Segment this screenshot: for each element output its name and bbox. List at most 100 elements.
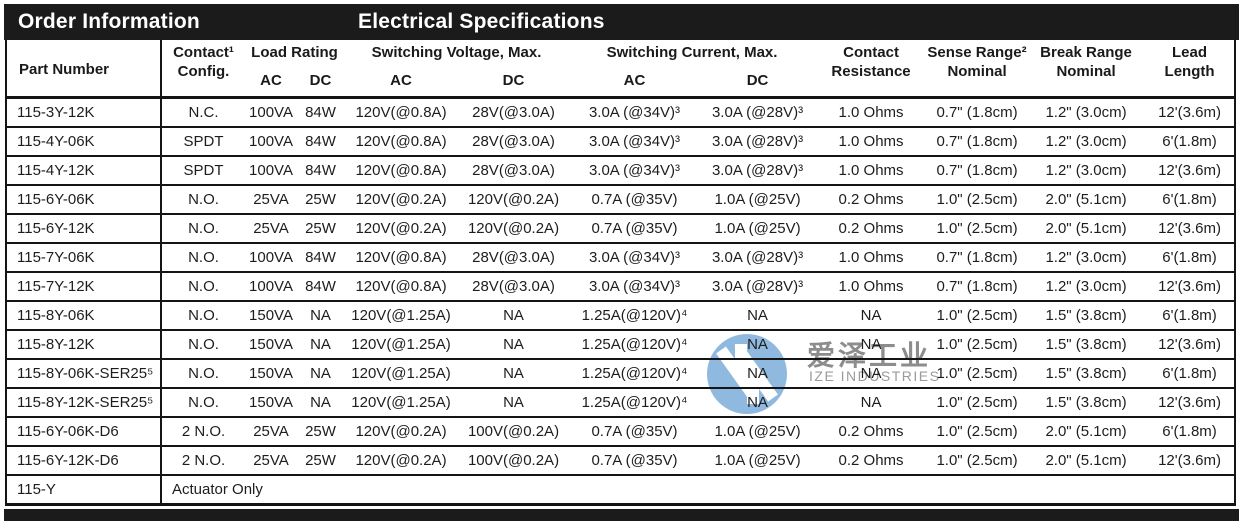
spec-cell: 0.7" (1.8cm) [927,272,1028,302]
table-row: 115-6Y-06K N.O. 25VA 25W 120V(@0.2A) 120V(@0.… [6,185,1236,215]
spec-cell: 100VA [245,156,297,186]
spec-cell: 3.0A (@28V)³ [700,97,816,128]
spec-cell: 1.0" (2.5cm) [927,446,1028,476]
spec-cell: 1.25A(@120V)⁴ [569,330,701,360]
spec-cell: 3.0A (@34V)³ [569,272,701,302]
spec-cell: 84W [297,156,345,186]
spec-cell: 2.0" (5.1cm) [1027,214,1146,244]
lead-header-line1: Lead [1172,44,1208,61]
part-number-cell: 115-8Y-12K-SER25⁵ [6,388,161,418]
part-number-cell: 115-8Y-06K-SER25⁵ [6,359,161,389]
spec-cell: N.O. [160,388,245,418]
spec-cell: NA [700,330,816,360]
column-header-load-dc: DC [309,72,332,89]
contact-header-line1: Contact¹ [173,44,234,61]
spec-cell: 0.2 Ohms [815,214,928,244]
part-number-cell: 115-8Y-12K [6,330,161,360]
spec-cell: 6'(1.8m) [1145,127,1236,157]
spec-cell: 0.7A (@35V) [569,446,701,476]
spec-cell: 12'(3.6m) [1145,330,1236,360]
column-header-si-dc: DC [746,72,769,89]
spec-cell: N.O. [160,359,245,389]
spec-cell: 1.0" (2.5cm) [927,214,1028,244]
spec-cell: 120V(@0.8A) [344,243,459,273]
spec-cell: 120V(@0.8A) [344,97,459,128]
part-number-cell: 115-4Y-12K [6,156,161,186]
table-row: 115-8Y-06K N.O. 150VA NA 120V(@1.25A) NA 1.25A… [6,301,1236,331]
spec-cell: 1.0 Ohms [815,127,928,157]
spec-cell: 1.0A (@25V) [700,417,816,447]
spec-cell: 0.7A (@35V) [569,214,701,244]
spec-cell: 28V(@3.0A) [458,97,570,128]
spec-table-wrap: Part Number Contact¹ Config. Load Rating … [5,40,1237,506]
spec-cell: 1.0" (2.5cm) [927,359,1028,389]
spec-table-body: 115-3Y-12K N.C. 100VA 84W 120V(@0.8A) 28V(@3.… [6,97,1236,506]
spec-cell: NA [700,301,816,331]
spec-cell: 1.0 Ohms [815,272,928,302]
spec-cell: 12'(3.6m) [1145,156,1236,186]
spec-cell: 6'(1.8m) [1145,185,1236,215]
break-header-line1: Break Range [1040,44,1132,61]
spec-cell: 6'(1.8m) [1145,359,1236,389]
spec-cell: 25VA [245,214,297,244]
spec-cell: 1.2" (3.0cm) [1027,243,1146,273]
table-row-actuator: 115-Y Actuator Only [6,475,1236,506]
spec-cell: 150VA [245,330,297,360]
table-row: 115-6Y-12K N.O. 25VA 25W 120V(@0.2A) 120V(@0.… [6,214,1236,244]
spec-cell: 100VA [245,127,297,157]
spec-cell: 25W [297,417,345,447]
spec-cell: 1.0" (2.5cm) [927,417,1028,447]
header-row-groups: Part Number Contact¹ Config. Load Rating … [6,40,1235,98]
spec-cell: 1.5" (3.8cm) [1027,301,1146,331]
column-header-break-range: Break Range Nominal [1027,40,1145,98]
spec-cell: 12'(3.6m) [1145,388,1236,418]
spec-cell: N.O. [160,243,245,273]
spec-cell: N.O. [160,330,245,360]
spec-cell: 3.0A (@34V)³ [569,156,701,186]
column-header-sv-dc: DC [502,72,525,89]
spec-cell: 1.2" (3.0cm) [1027,97,1146,128]
spec-cell: 100V(@0.2A) [458,446,570,476]
spec-cell: N.C. [160,97,245,128]
spec-cell: 120V(@1.25A) [344,388,459,418]
column-header-load-ac: AC [260,72,282,89]
spec-cell: 1.0A (@25V) [700,446,816,476]
spec-cell: 100VA [245,97,297,128]
spec-cell: 100V(@0.2A) [458,417,570,447]
spec-cell: 3.0A (@34V)³ [569,97,701,128]
spec-cell: 120V(@0.8A) [344,156,459,186]
table-row: 115-8Y-12K N.O. 150VA NA 120V(@1.25A) NA 1.25A… [6,330,1236,360]
spec-cell: 120V(@0.2A) [458,214,570,244]
lead-header-line2: Length [1164,63,1215,80]
spec-cell: 84W [297,243,345,273]
spec-cell: 6'(1.8m) [1145,301,1236,331]
part-number-cell: 115-4Y-06K [6,127,161,157]
spec-cell: 1.5" (3.8cm) [1027,330,1146,360]
spec-cell: 120V(@0.2A) [344,417,459,447]
spec-cell: NA [815,359,928,389]
sense-header-line1: Sense Range² [927,44,1027,61]
spec-cell: 3.0A (@28V)³ [700,243,816,273]
spec-cell: 120V(@0.8A) [344,127,459,157]
electrical-specifications-title: Electrical Specifications [358,10,605,33]
spec-cell: 0.2 Ohms [815,446,928,476]
spec-cell: NA [815,301,928,331]
spec-cell: 120V(@0.2A) [344,446,459,476]
spec-cell: N.O. [160,272,245,302]
table-row: 115-8Y-12K-SER25⁵ N.O. 150VA NA 120V(@1.25A)… [6,388,1236,418]
spec-cell: 150VA [245,388,297,418]
spec-cell: 150VA [245,301,297,331]
spec-cell: 0.7A (@35V) [569,185,701,215]
table-row: 115-6Y-06K-D6 2 N.O. 25VA 25W 120V(@0.2A) 100… [6,417,1236,447]
spec-cell: 25VA [245,446,297,476]
part-number-cell: 115-7Y-06K [6,243,161,273]
spec-cell: NA [458,301,570,331]
spec-cell: 25W [297,214,345,244]
resistance-header-line2: Resistance [831,63,911,80]
spec-cell: 1.0" (2.5cm) [927,185,1028,215]
part-number-cell: 115-3Y-12K [6,97,161,128]
spec-cell: 25VA [245,185,297,215]
spec-cell: 2.0" (5.1cm) [1027,185,1146,215]
spec-cell: 120V(@0.2A) [458,185,570,215]
